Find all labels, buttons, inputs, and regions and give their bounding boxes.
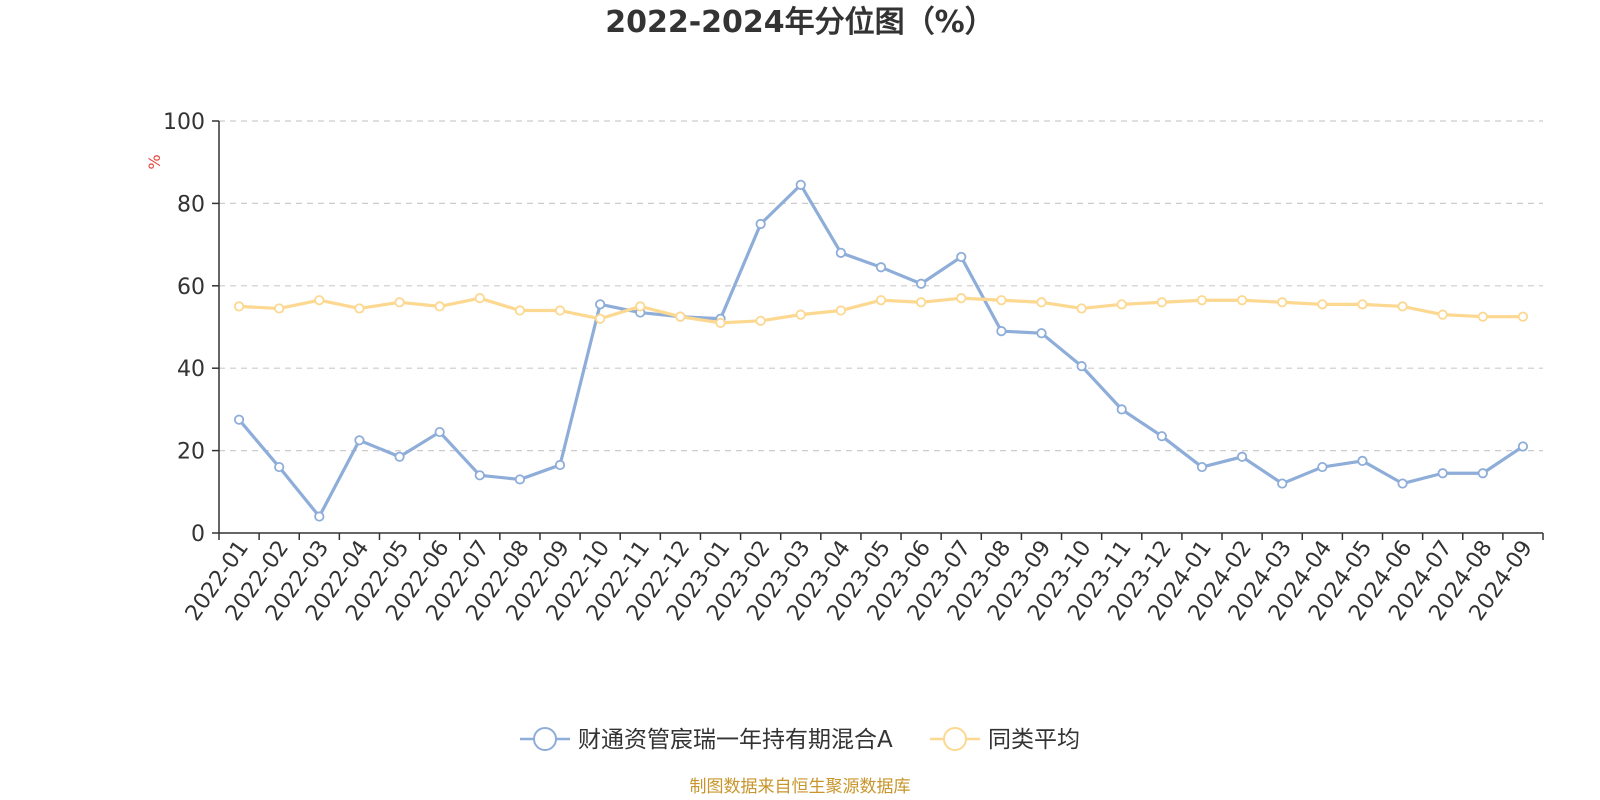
data-point[interactable] (1156, 431, 1167, 442)
y-tick-label: 0 (191, 522, 205, 547)
data-point[interactable] (1116, 299, 1127, 310)
series-line (237, 183, 1524, 519)
data-point[interactable] (1036, 297, 1047, 308)
data-point[interactable] (314, 511, 325, 522)
data-point[interactable] (1036, 328, 1047, 339)
data-point[interactable] (1357, 299, 1368, 310)
data-point[interactable] (1357, 455, 1368, 466)
data-point[interactable] (274, 461, 285, 473)
data-point[interactable] (1397, 301, 1408, 312)
data-point[interactable] (916, 278, 927, 289)
chart-title: 2022-2024年分位图（%） (605, 5, 995, 40)
data-point[interactable] (1317, 299, 1328, 310)
data-point[interactable] (1277, 297, 1288, 308)
series-1 (233, 179, 1529, 522)
legend-item-1[interactable]: 财通资管宸瑞一年持有期混合A (520, 727, 893, 753)
data-point[interactable] (233, 301, 245, 312)
data-point[interactable] (1437, 468, 1448, 479)
data-point[interactable] (795, 309, 806, 320)
data-point[interactable] (1437, 309, 1448, 320)
data-point[interactable] (434, 426, 445, 438)
legend-label: 同类平均 (988, 727, 1080, 753)
y-tick-label: 80 (177, 192, 205, 217)
data-point[interactable] (1517, 441, 1529, 452)
data-point[interactable] (514, 474, 526, 485)
data-point[interactable] (1477, 311, 1488, 322)
data-point[interactable] (1076, 361, 1087, 372)
data-point[interactable] (233, 414, 245, 425)
data-point[interactable] (1317, 461, 1328, 473)
data-point[interactable] (474, 293, 485, 304)
legend[interactable]: 财通资管宸瑞一年持有期混合A 同类平均 (520, 727, 1080, 753)
data-point[interactable] (835, 305, 846, 316)
data-point[interactable] (1236, 451, 1248, 462)
legend-label: 财通资管宸瑞一年持有期混合A (578, 727, 893, 753)
data-point[interactable] (434, 301, 445, 312)
y-tick-label: 20 (177, 440, 205, 465)
data-point[interactable] (835, 247, 846, 258)
legend-item-2[interactable]: 同类平均 (930, 727, 1080, 753)
data-point[interactable] (635, 301, 646, 312)
data-point[interactable] (354, 303, 365, 314)
data-point[interactable] (1477, 468, 1488, 479)
y-axis-label: % (145, 154, 164, 169)
data-point[interactable] (996, 295, 1007, 306)
y-tick-label: 40 (177, 357, 205, 382)
legend-marker-icon (943, 727, 967, 751)
data-point[interactable] (1196, 295, 1208, 306)
data-point[interactable] (1277, 478, 1288, 489)
data-point[interactable] (956, 251, 967, 263)
data-point[interactable] (755, 218, 766, 230)
data-point[interactable] (1517, 311, 1529, 322)
data-point[interactable] (394, 451, 405, 462)
grid-lines (219, 120, 1543, 452)
data-point[interactable] (394, 297, 405, 308)
data-point[interactable] (514, 305, 526, 316)
data-point[interactable] (1196, 461, 1208, 473)
data-point[interactable] (314, 295, 325, 306)
series-2 (233, 293, 1529, 328)
data-point[interactable] (595, 299, 606, 310)
data-point[interactable] (996, 326, 1007, 337)
data-point[interactable] (354, 435, 365, 446)
data-source-note: 制图数据来自恒生聚源数据库 (690, 777, 911, 797)
legend-marker-icon (533, 727, 557, 751)
data-point[interactable] (956, 293, 967, 304)
data-point[interactable] (554, 459, 566, 471)
y-tick-label: 100 (163, 110, 205, 135)
data-point[interactable] (1397, 478, 1408, 489)
data-point[interactable] (675, 311, 686, 322)
data-point[interactable] (1236, 295, 1248, 306)
series-layer (233, 179, 1529, 522)
data-point[interactable] (715, 317, 726, 328)
data-point[interactable] (916, 297, 927, 308)
data-point[interactable] (1156, 297, 1167, 308)
data-point[interactable] (1116, 404, 1127, 415)
data-point[interactable] (274, 303, 285, 314)
data-point[interactable] (554, 305, 566, 316)
data-point[interactable] (875, 262, 887, 273)
data-point[interactable] (875, 295, 887, 306)
data-point[interactable] (755, 315, 766, 326)
y-tick-label: 60 (177, 275, 205, 300)
data-point[interactable] (474, 470, 485, 481)
data-point[interactable] (595, 313, 606, 324)
data-point[interactable] (1076, 303, 1087, 314)
data-point[interactable] (795, 179, 806, 190)
